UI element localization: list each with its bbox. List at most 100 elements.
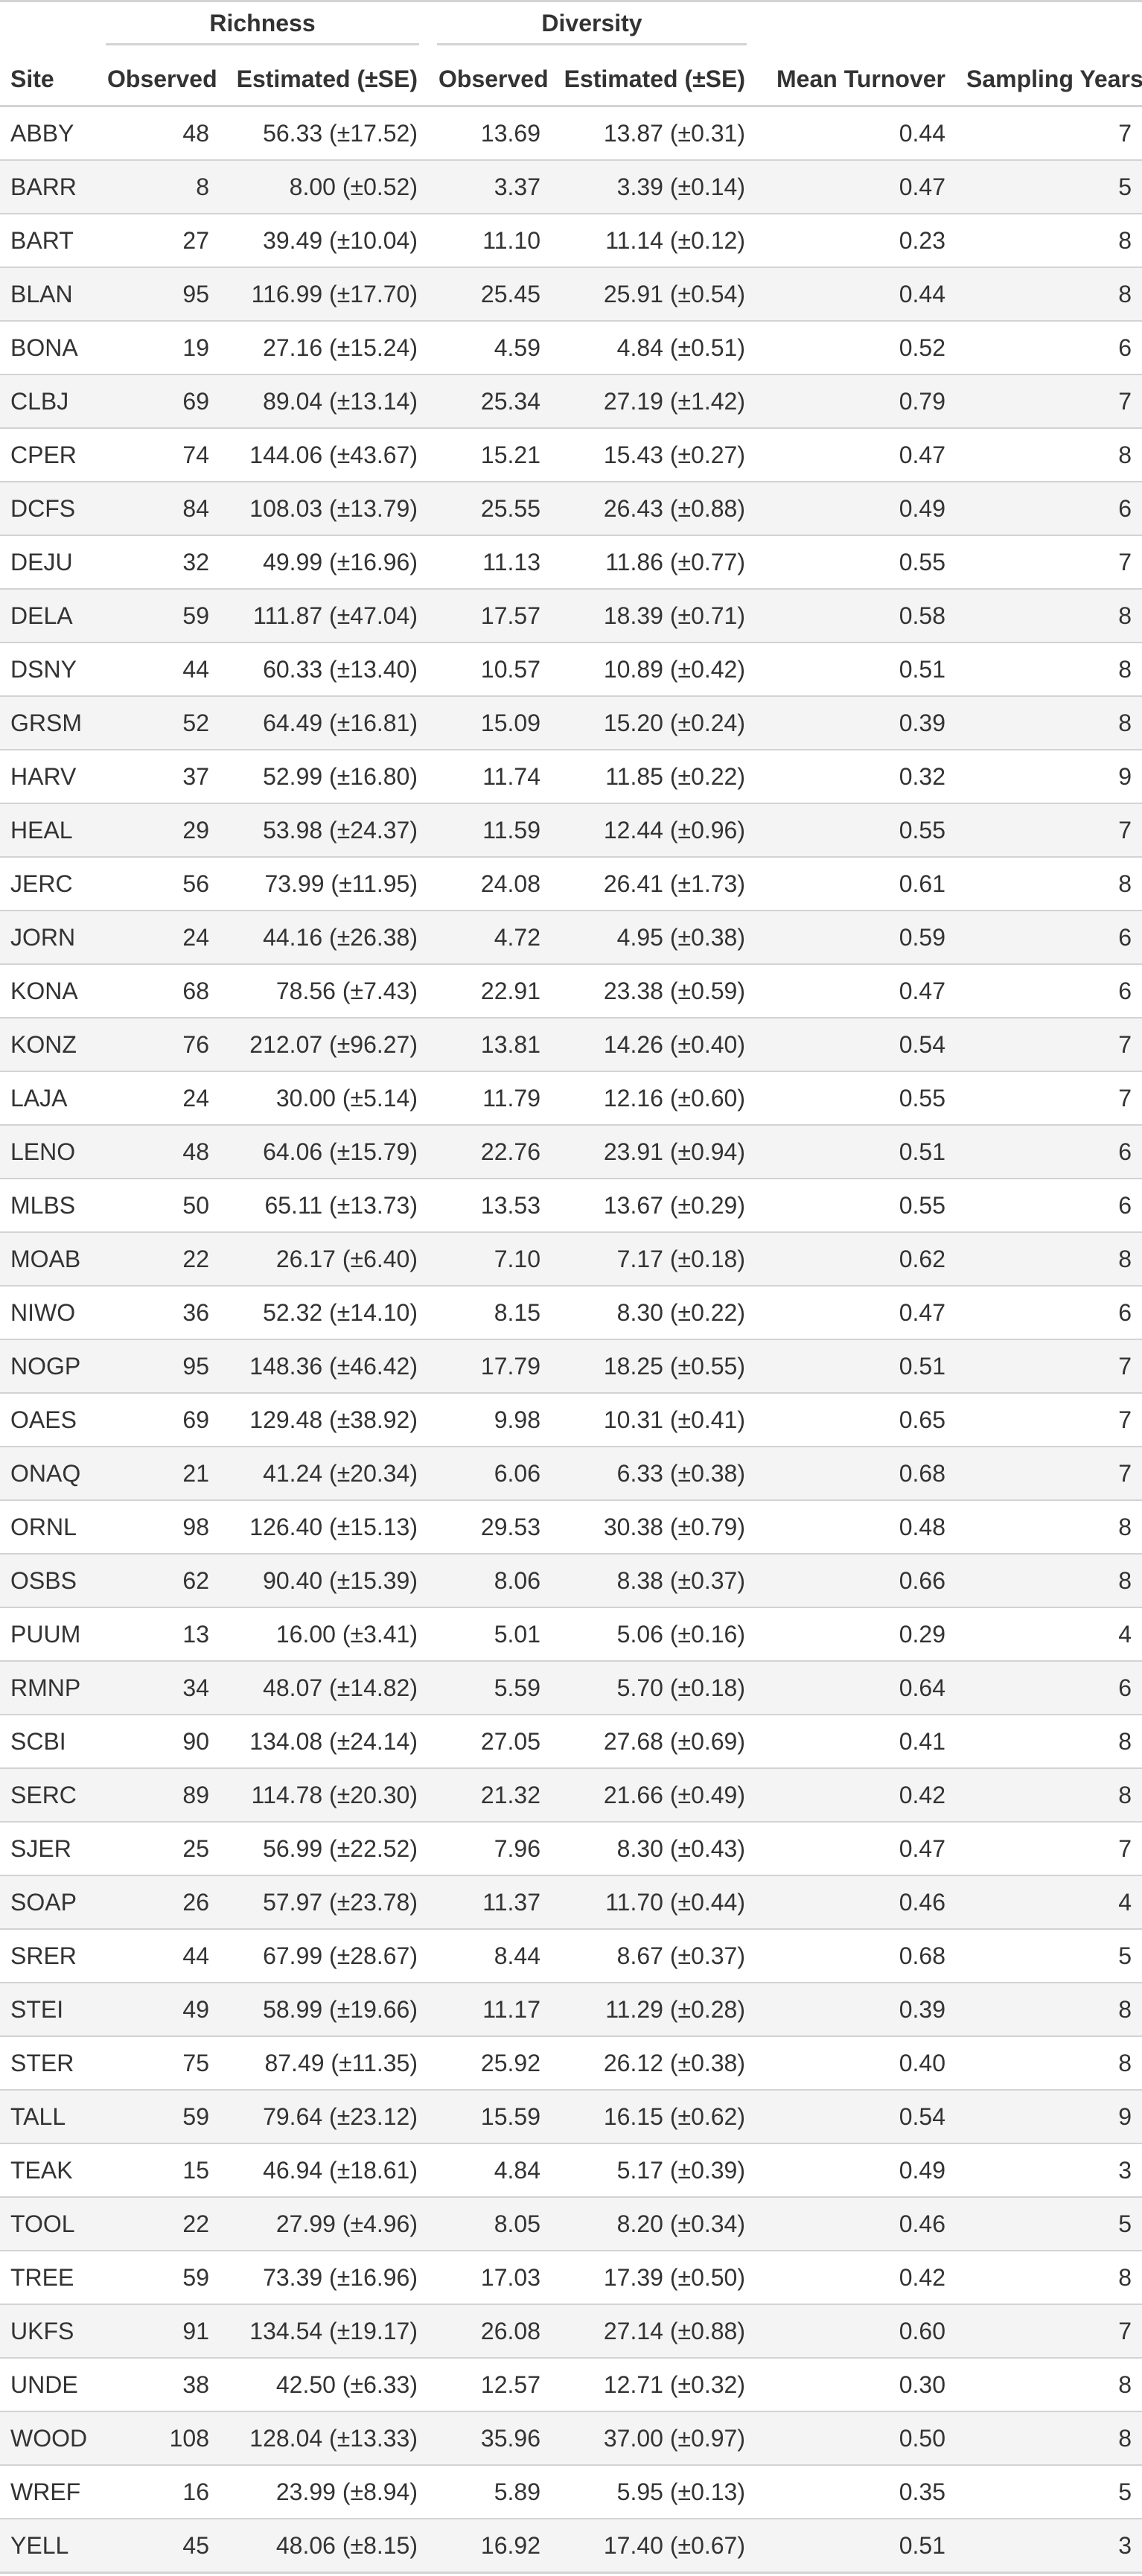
site-cell: LAJA	[0, 1071, 97, 1126]
table-row: STER 75 87.49 (±11.35) 25.92 26.12 (±0.38) 0.…	[0, 2036, 1142, 2091]
mean-turnover-cell: 0.50	[756, 2411, 956, 2466]
site-cell: TREE	[0, 2251, 97, 2305]
richness-estimated-cell: 39.49 (±10.04)	[220, 214, 428, 268]
mean-turnover-cell: 0.48	[756, 1500, 956, 1555]
diversity-observed-cell: 11.10	[428, 214, 551, 268]
richness-observed-cell: 25	[97, 1822, 220, 1876]
richness-estimated-cell: 129.48 (±38.92)	[220, 1393, 428, 1447]
sampling-years-cell: 8	[956, 589, 1142, 643]
site-cell: WREF	[0, 2465, 97, 2519]
mean-turnover-cell: 0.47	[756, 964, 956, 1018]
mean-turnover-cell: 0.51	[756, 643, 956, 697]
diversity-observed-cell: 13.53	[428, 1179, 551, 1233]
richness-estimated-cell: 53.98 (±24.37)	[220, 803, 428, 858]
diversity-observed-cell: 8.06	[428, 1554, 551, 1608]
diversity-estimated-cell: 5.06 (±0.16)	[551, 1607, 756, 1662]
sampling-years-cell: 7	[956, 1071, 1142, 1126]
sampling-years-cell: 7	[956, 1447, 1142, 1501]
richness-observed-cell: 59	[97, 2090, 220, 2144]
mean-turnover-cell: 0.46	[756, 2197, 956, 2251]
diversity-estimated-cell: 26.43 (±0.88)	[551, 482, 756, 536]
sampling-years-cell: 8	[956, 1768, 1142, 1823]
diversity-observed-cell: 4.84	[428, 2143, 551, 2198]
diversity-estimated-cell: 8.67 (±0.37)	[551, 1929, 756, 1983]
diversity-observed-cell: 15.09	[428, 696, 551, 750]
site-cell: GRSM	[0, 696, 97, 750]
diversity-estimated-cell: 13.87 (±0.31)	[551, 106, 756, 161]
table-row: LENO 48 64.06 (±15.79) 22.76 23.91 (±0.94) 0.…	[0, 1125, 1142, 1179]
richness-estimated-cell: 64.06 (±15.79)	[220, 1125, 428, 1179]
diversity-observed-cell: 22.76	[428, 1125, 551, 1179]
diversity-observed-cell: 15.59	[428, 2090, 551, 2144]
diversity-estimated-cell: 30.38 (±0.79)	[551, 1500, 756, 1555]
richness-estimated-cell: 57.97 (±23.78)	[220, 1875, 428, 1930]
richness-estimated-cell: 56.99 (±22.52)	[220, 1822, 428, 1876]
diversity-observed-cell: 11.13	[428, 535, 551, 590]
richness-observed-cell: 8	[97, 160, 220, 214]
richness-observed-cell: 24	[97, 1071, 220, 1126]
table-row: OSBS 62 90.40 (±15.39) 8.06 8.38 (±0.37) 0.66…	[0, 1554, 1142, 1608]
table-row: TREE 59 73.39 (±16.96) 17.03 17.39 (±0.50) 0.…	[0, 2251, 1142, 2305]
richness-observed-cell: 34	[97, 1661, 220, 1715]
site-cell: BARR	[0, 160, 97, 214]
table-row: NIWO 36 52.32 (±14.10) 8.15 8.30 (±0.22) 0.47…	[0, 1286, 1142, 1340]
diversity-observed-cell: 25.34	[428, 374, 551, 429]
richness-estimated-cell: 128.04 (±13.33)	[220, 2411, 428, 2466]
diversity-observed-cell: 27.05	[428, 1715, 551, 1769]
sampling-years-cell: 6	[956, 321, 1142, 375]
site-cell: LENO	[0, 1125, 97, 1179]
sampling-years-cell: 5	[956, 2465, 1142, 2519]
mean-turnover-cell: 0.44	[756, 106, 956, 161]
sampling-years-cell: 9	[956, 2090, 1142, 2144]
sampling-years-cell: 4	[956, 1875, 1142, 1930]
diversity-observed-cell: 11.37	[428, 1875, 551, 1930]
table-row: SERC 89 114.78 (±20.30) 21.32 21.66 (±0.49) 0…	[0, 1768, 1142, 1823]
mean-turnover-cell: 0.47	[756, 1822, 956, 1876]
richness-observed-cell: 21	[97, 1447, 220, 1501]
mean-turnover-cell: 0.47	[756, 428, 956, 482]
site-cell: DCFS	[0, 482, 97, 536]
table-body: ABBY 48 56.33 (±17.52) 13.69 13.87 (±0.31) 0.…	[0, 106, 1142, 2574]
richness-observed-cell: 108	[97, 2411, 220, 2466]
mean-turnover-cell: 0.55	[756, 803, 956, 858]
col-header-richness-estimated: Estimated (±SE)	[220, 53, 428, 107]
richness-estimated-cell: 148.36 (±46.42)	[220, 1339, 428, 1394]
mean-turnover-cell: 0.61	[756, 857, 956, 911]
sampling-years-cell: 6	[956, 911, 1142, 965]
diversity-estimated-cell: 4.84 (±0.51)	[551, 321, 756, 375]
mean-turnover-cell: 0.51	[756, 2519, 956, 2574]
sampling-years-cell: 9	[956, 750, 1142, 804]
diversity-estimated-cell: 27.68 (±0.69)	[551, 1715, 756, 1769]
diversity-observed-cell: 21.32	[428, 1768, 551, 1823]
diversity-observed-cell: 7.96	[428, 1822, 551, 1876]
diversity-estimated-cell: 11.85 (±0.22)	[551, 750, 756, 804]
richness-observed-cell: 52	[97, 696, 220, 750]
diversity-estimated-cell: 16.15 (±0.62)	[551, 2090, 756, 2144]
richness-estimated-cell: 73.39 (±16.96)	[220, 2251, 428, 2305]
diversity-estimated-cell: 15.43 (±0.27)	[551, 428, 756, 482]
diversity-observed-cell: 7.10	[428, 1232, 551, 1287]
diversity-observed-cell: 8.05	[428, 2197, 551, 2251]
diversity-estimated-cell: 5.95 (±0.13)	[551, 2465, 756, 2519]
richness-observed-cell: 49	[97, 1983, 220, 2037]
table-row: BART 27 39.49 (±10.04) 11.10 11.14 (±0.12) 0.…	[0, 214, 1142, 268]
mean-turnover-cell: 0.32	[756, 750, 956, 804]
site-cell: SCBI	[0, 1715, 97, 1769]
mean-turnover-cell: 0.55	[756, 1071, 956, 1126]
sampling-years-cell: 8	[956, 643, 1142, 697]
diversity-estimated-cell: 21.66 (±0.49)	[551, 1768, 756, 1823]
richness-observed-cell: 24	[97, 911, 220, 965]
richness-observed-cell: 29	[97, 803, 220, 858]
richness-observed-cell: 22	[97, 2197, 220, 2251]
richness-estimated-cell: 16.00 (±3.41)	[220, 1607, 428, 1662]
site-cell: WOOD	[0, 2411, 97, 2466]
table-row: HEAL 29 53.98 (±24.37) 11.59 12.44 (±0.96) 0.…	[0, 803, 1142, 858]
sampling-years-cell: 6	[956, 1661, 1142, 1715]
mean-turnover-cell: 0.29	[756, 1607, 956, 1662]
mean-turnover-cell: 0.30	[756, 2358, 956, 2412]
richness-estimated-cell: 87.49 (±11.35)	[220, 2036, 428, 2091]
diversity-observed-cell: 5.89	[428, 2465, 551, 2519]
sampling-years-cell: 8	[956, 1232, 1142, 1287]
richness-estimated-cell: 108.03 (±13.79)	[220, 482, 428, 536]
table-row: SJER 25 56.99 (±22.52) 7.96 8.30 (±0.43) 0.47…	[0, 1822, 1142, 1876]
